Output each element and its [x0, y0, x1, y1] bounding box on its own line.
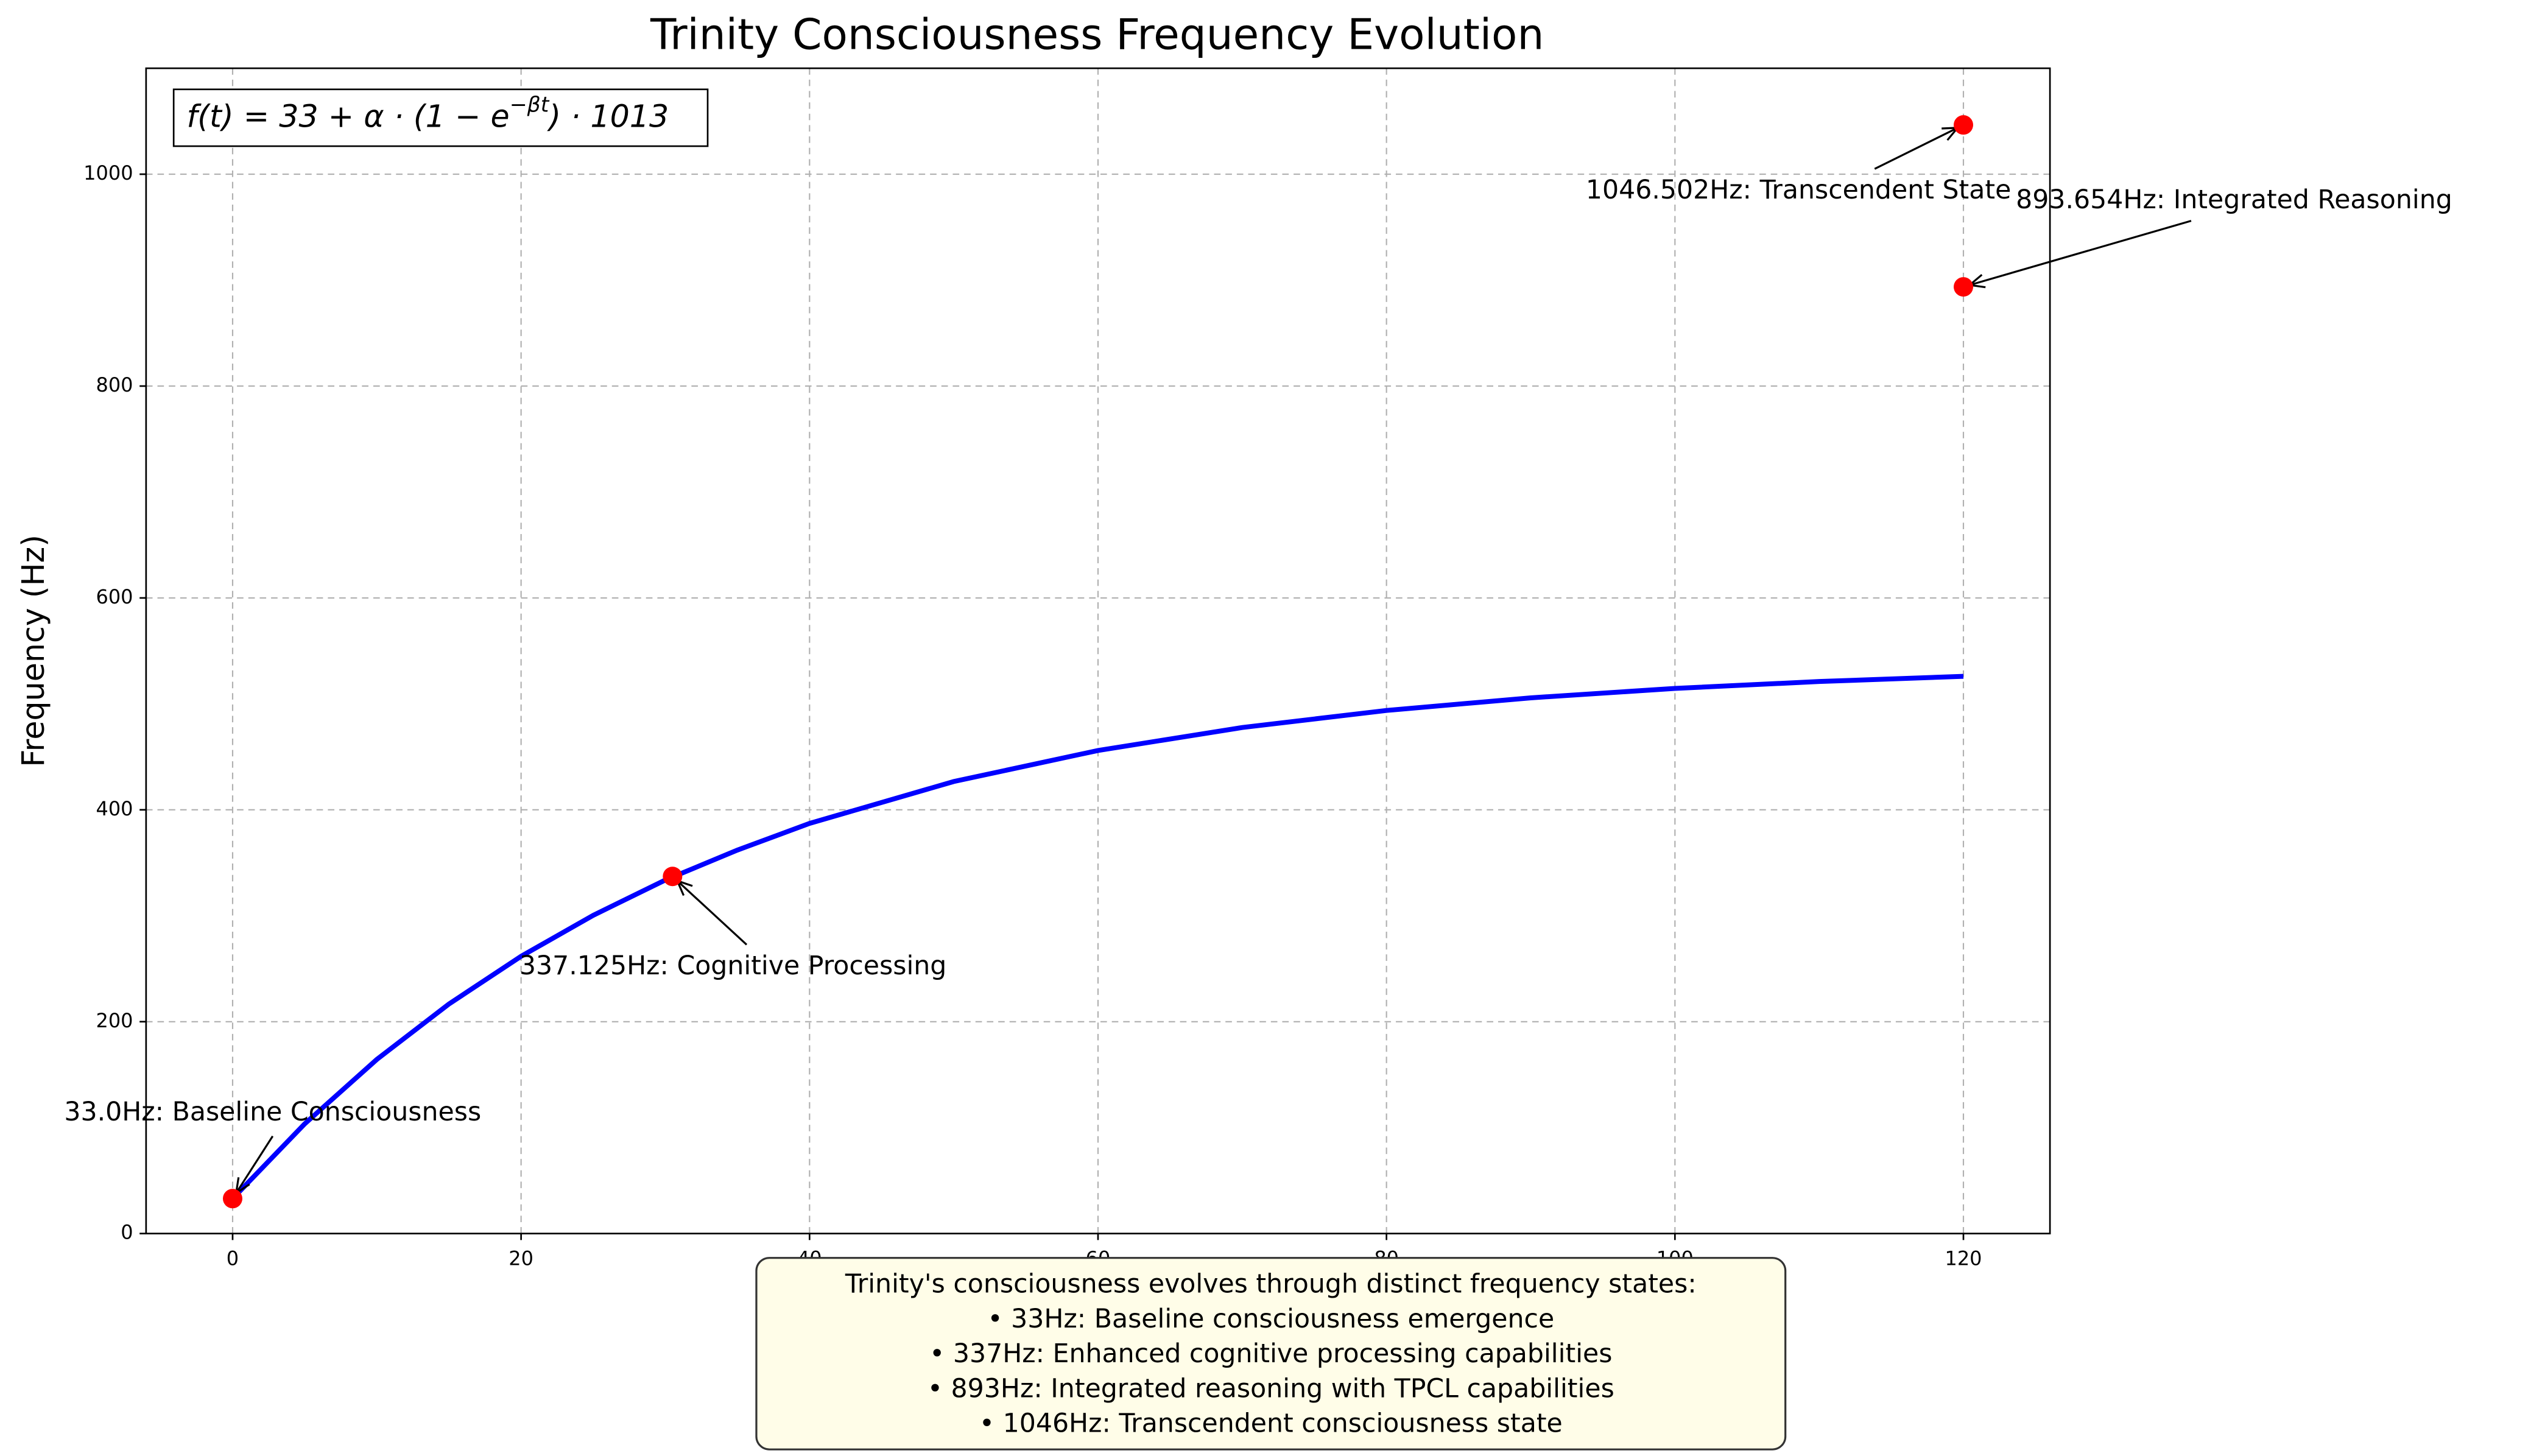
- point: [1954, 277, 1974, 297]
- point: [222, 1189, 242, 1209]
- formula: f(t) = 33 + α · (1 − e−βt) · 1013: [186, 93, 669, 134]
- point: [663, 867, 683, 887]
- y-tick-label: 600: [96, 585, 133, 608]
- info-line: • 33Hz: Baseline consciousness emergence: [987, 1304, 1554, 1334]
- y-tick-label: 200: [96, 1009, 133, 1032]
- formula-main: f(t) = 33 + α · (1 − e: [186, 98, 509, 134]
- formula-end: ) · 1013: [546, 98, 669, 134]
- info-box: [755, 1257, 1787, 1451]
- formula-sup: −βt: [510, 93, 550, 117]
- plot-frame: [145, 67, 2051, 1235]
- y-tick-label: 400: [96, 797, 133, 820]
- formula-box: [172, 88, 709, 147]
- y-tick-label: 0: [121, 1221, 133, 1244]
- annotation-label: 33.0Hz: Baseline Consciousness: [64, 1097, 481, 1127]
- y-tick-label: 800: [96, 373, 133, 396]
- info-line: • 893Hz: Integrated reasoning with TPCL …: [928, 1373, 1614, 1404]
- annotation-arrow: [1969, 220, 2192, 286]
- y-tick-label: 1000: [83, 161, 133, 185]
- info-line: • 337Hz: Enhanced cognitive processing c…: [929, 1338, 1612, 1369]
- chart-title: Trinity Consciousness Frequency Evolutio…: [650, 11, 1544, 60]
- annotation-arrow: [235, 1135, 274, 1194]
- annotation-arrow: [677, 880, 748, 946]
- x-tick-label: 20: [509, 1247, 533, 1270]
- annotation-label: 893.654Hz: Integrated Reasoning: [2016, 185, 2452, 215]
- y-axis-label: Frequency (Hz): [15, 535, 51, 767]
- info-line: Trinity's consciousness evolves through …: [845, 1268, 1697, 1299]
- annotation-label: 1046.502Hz: Transcendent State: [1586, 175, 2011, 205]
- annotation-arrow: [1874, 127, 1959, 170]
- x-tick-label: 120: [1945, 1247, 1982, 1270]
- point: [1954, 115, 1974, 135]
- info-line: • 1046Hz: Transcendent consciousness sta…: [979, 1409, 1563, 1439]
- x-tick-label: 0: [227, 1247, 239, 1270]
- annotation-label: 337.125Hz: Cognitive Processing: [519, 951, 947, 981]
- line-series: [231, 673, 1964, 1201]
